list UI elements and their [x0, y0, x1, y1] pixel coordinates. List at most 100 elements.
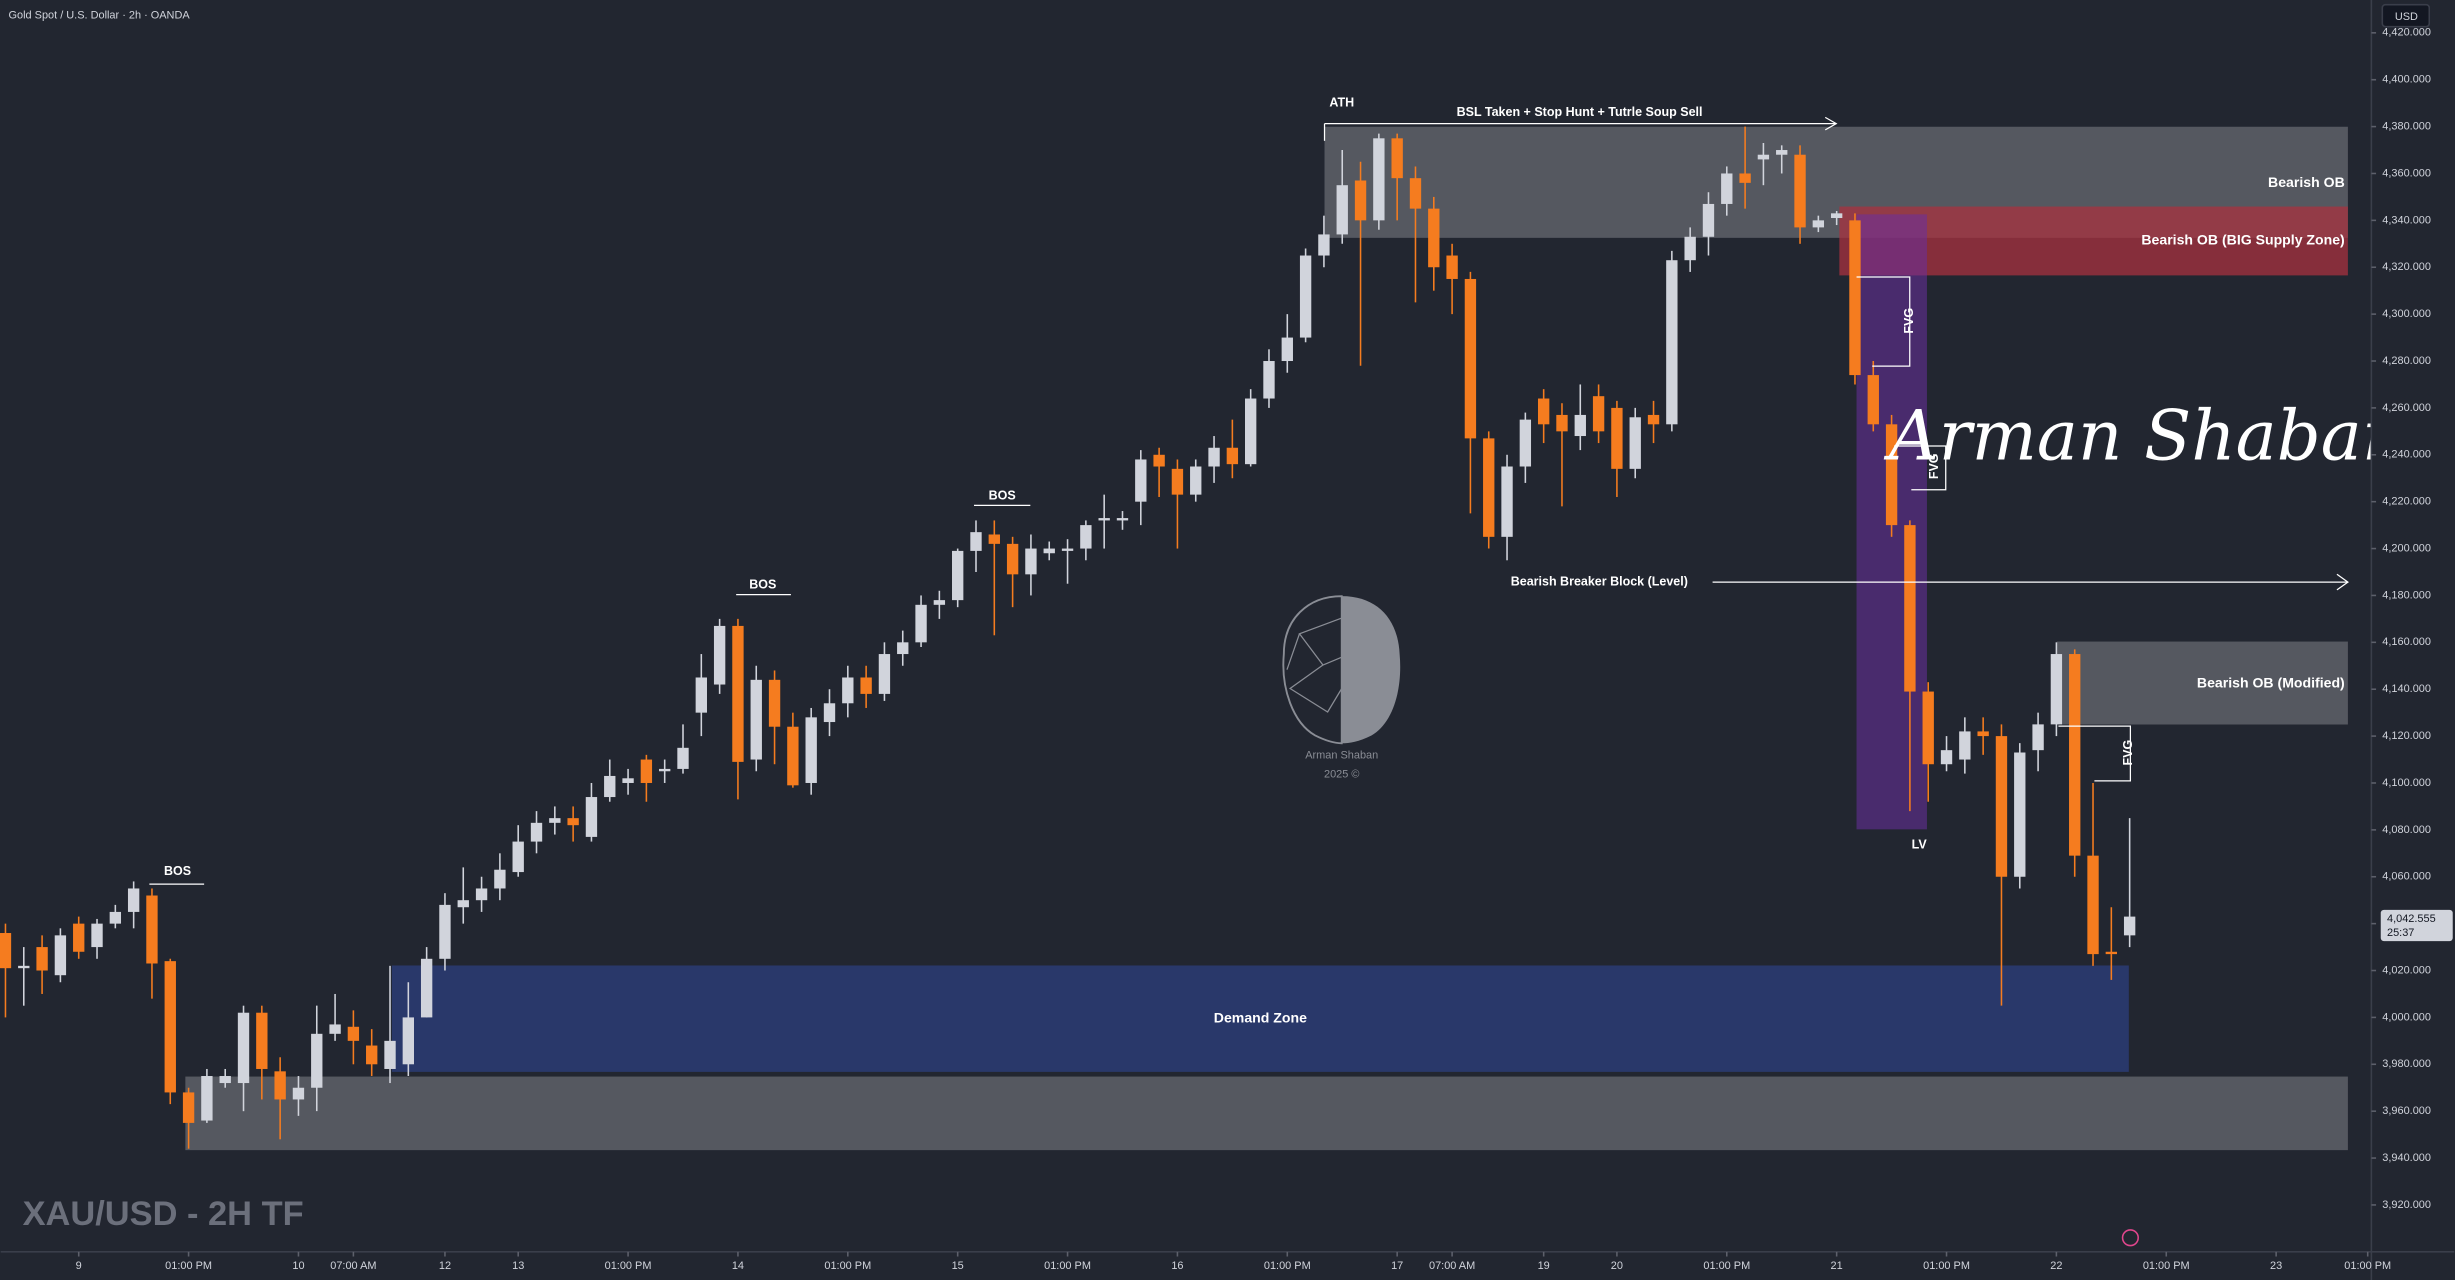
- y-tick-label: 3,920.000: [2382, 1199, 2431, 1211]
- candle-body: [1537, 398, 1550, 425]
- currency-box: [2381, 3, 2431, 28]
- y-tick-label: 4,300.000: [2382, 308, 2431, 320]
- candle-body: [1428, 208, 1440, 268]
- y-tick-label: 3,960.000: [2382, 1105, 2431, 1117]
- candle-body: [457, 900, 469, 908]
- candle-body: [1904, 525, 1916, 692]
- fvg-label: FVG: [2121, 740, 2135, 766]
- candle-body: [1794, 154, 1806, 228]
- candle-body: [1702, 203, 1715, 237]
- x-tick-label: 01:00 PM: [1923, 1260, 1970, 1272]
- demand-zone: [391, 965, 2129, 1072]
- y-tick-label: 4,020.000: [2382, 964, 2431, 976]
- candle-body: [1373, 138, 1385, 221]
- candle-body: [1226, 447, 1239, 465]
- y-tick-label: 4,380.000: [2382, 120, 2431, 132]
- logo-year: 2025 ©: [1324, 768, 1359, 780]
- y-tick-label: 4,420.000: [2382, 27, 2431, 39]
- zone-label: Demand Zone: [1214, 1009, 1307, 1025]
- candle-body: [897, 642, 909, 655]
- x-tick-label: 12: [439, 1260, 451, 1272]
- x-tick-label: 14: [732, 1260, 744, 1272]
- x-tick-label: 01:00 PM: [2344, 1260, 2391, 1272]
- candle-body: [366, 1045, 378, 1065]
- x-tick-label: 10: [292, 1260, 304, 1272]
- candle-body: [695, 677, 707, 713]
- candle-body: [237, 1012, 250, 1084]
- candle-body: [1611, 407, 1623, 469]
- x-tick-label: 20: [1611, 1260, 1623, 1272]
- candle-body: [1061, 548, 1074, 551]
- candle-body: [604, 775, 616, 798]
- signature: Arman Shaban: [1883, 396, 2406, 476]
- candle-body: [1025, 548, 1037, 575]
- candle-body: [842, 677, 854, 704]
- candle-body: [1244, 398, 1257, 465]
- candle-body: [933, 600, 946, 605]
- candle-body: [0, 933, 12, 969]
- logo-name: Arman Shaban: [1305, 750, 1378, 762]
- candle-body: [494, 869, 506, 889]
- event-icon[interactable]: [2121, 1229, 2139, 1247]
- candle-body: [1574, 414, 1586, 437]
- candle-body: [182, 1092, 195, 1123]
- candle-body: [1977, 731, 1989, 737]
- candle-body: [1208, 447, 1220, 467]
- x-tick-label: 21: [1831, 1260, 1843, 1272]
- bsl-label: BSL Taken + Stop Hunt + Tutrle Soup Sell: [1457, 105, 1703, 119]
- y-tick-label: 4,160.000: [2382, 636, 2431, 648]
- x-tick-label: 16: [1171, 1260, 1183, 1272]
- modified-ob-zone: [2056, 641, 2348, 725]
- candle-body: [1135, 459, 1147, 502]
- candle-body: [1299, 255, 1312, 338]
- candle-body: [384, 1040, 396, 1069]
- y-tick-label: 4,060.000: [2382, 871, 2431, 883]
- x-tick-label: 22: [2050, 1260, 2062, 1272]
- y-tick-label: 4,100.000: [2382, 777, 2431, 789]
- fvg-label: FVG: [1927, 453, 1941, 479]
- candle-body: [1922, 691, 1934, 765]
- x-tick-label: 01:00 PM: [165, 1260, 212, 1272]
- candle-body: [1776, 150, 1788, 155]
- candle-body: [164, 961, 176, 1093]
- x-tick-label: 15: [952, 1260, 964, 1272]
- x-tick-label: 13: [512, 1260, 524, 1272]
- candle-body: [512, 841, 524, 873]
- candle-body: [2123, 916, 2136, 936]
- candle-body: [329, 1024, 341, 1034]
- candle-body: [1263, 361, 1275, 399]
- candle-body: [2105, 951, 2118, 955]
- candle-body: [530, 822, 543, 842]
- candle-body: [402, 1017, 415, 1065]
- x-tick-label: 01:00 PM: [824, 1260, 871, 1272]
- candle-body: [805, 717, 817, 783]
- candle-body: [1464, 278, 1477, 439]
- candle-body: [1190, 466, 1202, 495]
- candle-body: [1867, 375, 1879, 425]
- candle-body: [274, 1071, 286, 1100]
- candle-body: [1354, 180, 1367, 221]
- ath-label: ATH: [1329, 96, 1354, 110]
- candle-body: [585, 797, 598, 837]
- breaker-arrow: [2336, 573, 2349, 591]
- candle-body: [1812, 220, 1825, 228]
- fvg-bracket: [1856, 276, 1911, 367]
- candle-body: [878, 654, 891, 694]
- candle-body: [1629, 417, 1641, 469]
- candle-body: [1830, 213, 1843, 219]
- current-price-label: 4,042.555: [2387, 913, 2436, 925]
- x-tick-label: 01:00 PM: [1703, 1260, 1750, 1272]
- candle-body: [347, 1026, 360, 1041]
- y-tick-label: 3,940.000: [2382, 1152, 2431, 1164]
- candle-body: [1519, 419, 1532, 467]
- watermark: XAU/USD - 2H TF: [23, 1195, 304, 1233]
- bos-label: BOS: [164, 864, 191, 878]
- lower-zone: [185, 1076, 2348, 1151]
- y-tick-label: 4,120.000: [2382, 730, 2431, 742]
- candle-body: [439, 904, 451, 959]
- candle-body: [73, 923, 85, 952]
- logo: Arman Shaban 2025 ©: [1282, 595, 1401, 780]
- candle-body: [1080, 525, 1092, 549]
- candle-body: [1501, 466, 1513, 537]
